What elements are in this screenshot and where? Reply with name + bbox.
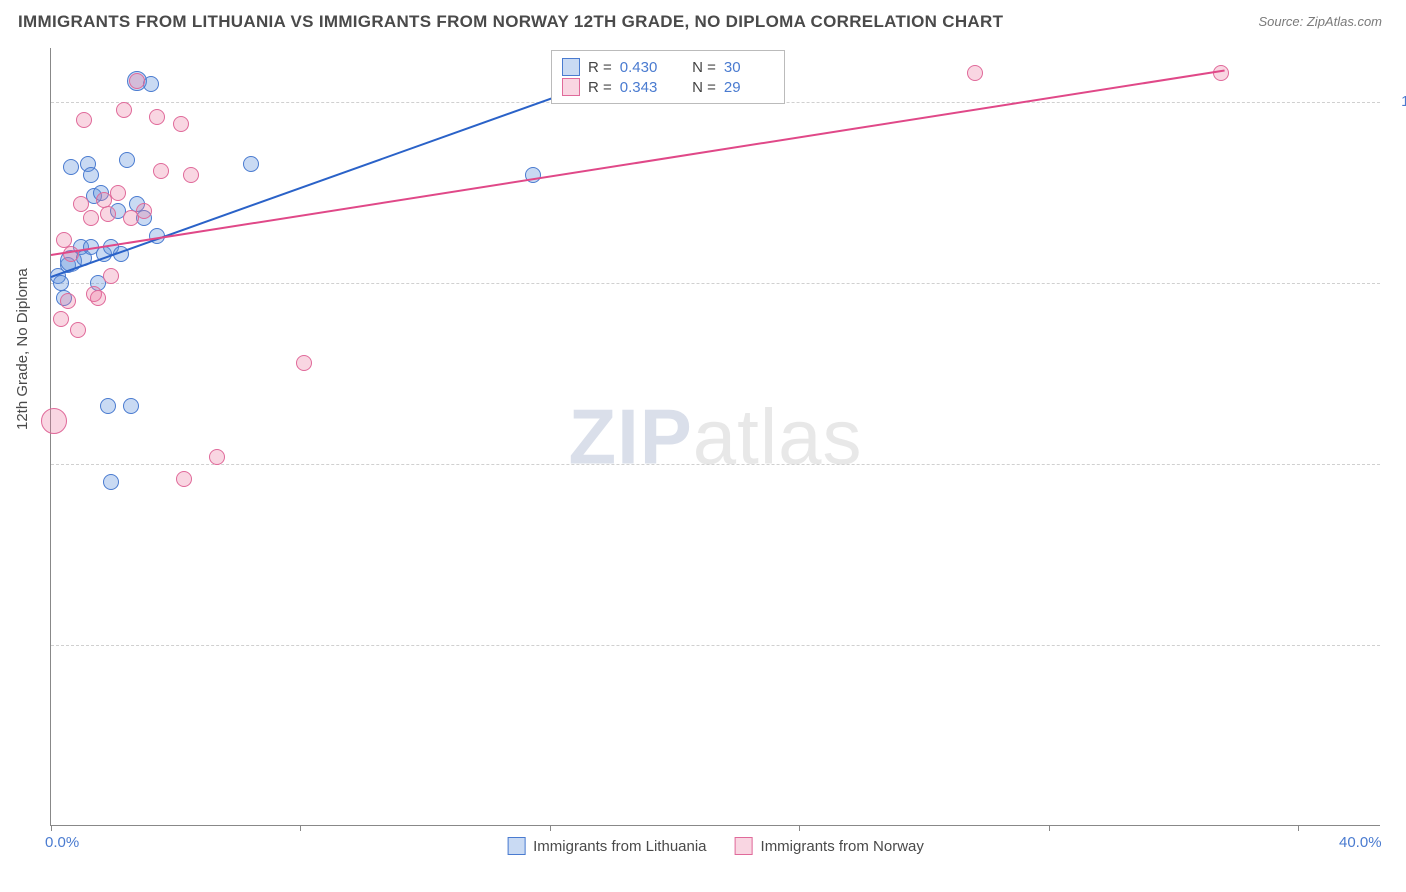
x-tick-mark [799, 825, 800, 831]
legend-label: Immigrants from Norway [761, 838, 924, 855]
gridline [51, 283, 1380, 284]
data-point [967, 65, 983, 81]
source-attribution: Source: ZipAtlas.com [1258, 14, 1382, 29]
n-value: 29 [724, 79, 772, 96]
data-point [60, 293, 76, 309]
r-label: R = [588, 59, 612, 76]
data-point [123, 398, 139, 414]
y-tick-label: 100.0% [1390, 93, 1406, 110]
data-point [173, 116, 189, 132]
data-point [110, 185, 126, 201]
x-tick-mark [1049, 825, 1050, 831]
legend-item: Immigrants from Norway [735, 837, 924, 855]
data-point [76, 112, 92, 128]
n-label: N = [692, 79, 716, 96]
legend-swatch [507, 837, 525, 855]
watermark: ZIPatlas [568, 391, 862, 482]
y-tick-label: 90.0% [1390, 455, 1406, 472]
x-tick-label: 0.0% [45, 834, 79, 851]
data-point [90, 290, 106, 306]
x-tick-label: 40.0% [1339, 834, 1382, 851]
y-axis-label: 12th Grade, No Diploma [14, 268, 31, 430]
data-point [83, 167, 99, 183]
data-point [41, 408, 67, 434]
series-legend: Immigrants from Lithuania Immigrants from… [507, 837, 924, 855]
data-point [116, 102, 132, 118]
legend-swatch [562, 78, 580, 96]
data-point [63, 159, 79, 175]
data-point [183, 167, 199, 183]
chart-title: IMMIGRANTS FROM LITHUANIA VS IMMIGRANTS … [18, 12, 1003, 32]
correlation-legend: R = 0.430 N = 30 R = 0.343 N = 29 [551, 50, 785, 104]
data-point [100, 398, 116, 414]
data-point [176, 471, 192, 487]
x-tick-mark [550, 825, 551, 831]
scatter-plot-area: ZIPatlas 85.0%90.0%95.0%100.0%0.0%40.0%R… [50, 48, 1380, 826]
x-tick-mark [300, 825, 301, 831]
data-point [100, 206, 116, 222]
y-tick-label: 95.0% [1390, 274, 1406, 291]
n-value: 30 [724, 59, 772, 76]
y-tick-label: 85.0% [1390, 636, 1406, 653]
data-point [83, 210, 99, 226]
legend-label: Immigrants from Lithuania [533, 838, 706, 855]
legend-swatch [562, 58, 580, 76]
data-point [243, 156, 259, 172]
data-point [1213, 65, 1229, 81]
data-point [149, 109, 165, 125]
gridline [51, 464, 1380, 465]
legend-row: R = 0.430 N = 30 [562, 58, 772, 76]
data-point [53, 275, 69, 291]
data-point [296, 355, 312, 371]
r-label: R = [588, 79, 612, 96]
legend-row: R = 0.343 N = 29 [562, 78, 772, 96]
n-label: N = [692, 59, 716, 76]
data-point [119, 152, 135, 168]
watermark-zip: ZIP [568, 392, 692, 480]
data-point [103, 474, 119, 490]
data-point [129, 73, 145, 89]
r-value: 0.343 [620, 79, 668, 96]
x-tick-mark [1298, 825, 1299, 831]
data-point [70, 322, 86, 338]
data-point [103, 268, 119, 284]
data-point [153, 163, 169, 179]
data-point [209, 449, 225, 465]
data-point [53, 311, 69, 327]
data-point [73, 196, 89, 212]
data-point [63, 246, 79, 262]
legend-item: Immigrants from Lithuania [507, 837, 706, 855]
gridline [51, 645, 1380, 646]
r-value: 0.430 [620, 59, 668, 76]
data-point [136, 203, 152, 219]
legend-swatch [735, 837, 753, 855]
x-tick-mark [51, 825, 52, 831]
watermark-atlas: atlas [693, 392, 863, 480]
